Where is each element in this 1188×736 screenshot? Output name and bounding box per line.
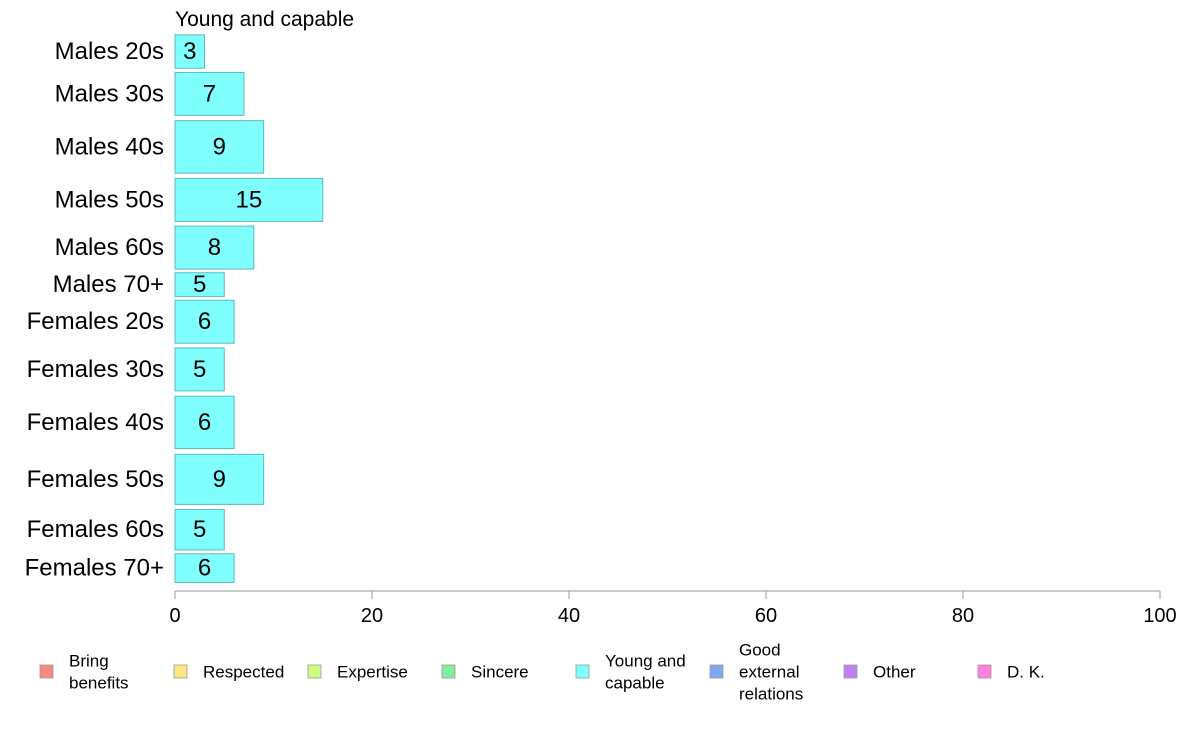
legend-swatch-young-and-capable (575, 664, 590, 679)
bar-males-70 (174, 272, 225, 298)
legend-item-good-external-relations: Good external relations (709, 641, 803, 704)
category-label-males-50s: Males 50s (55, 186, 164, 213)
bar-value-label-males-50s: 15 (236, 186, 263, 213)
x-axis: 0 20 40 60 80 100 (169, 590, 1177, 627)
category-label-males-20s: Males 20s (55, 38, 164, 65)
legend-swatch-expertise (307, 664, 322, 679)
legend-label-good-external-relations: Good external relations (739, 641, 803, 704)
legend-swatch-sincere (441, 664, 456, 679)
legend-item-bring-benefits: Bring benefits (39, 652, 129, 693)
bar-value-label-females-30s: 5 (193, 356, 206, 383)
x-tick-label-0: 0 (169, 605, 180, 627)
bar-males-30s (174, 71, 245, 116)
category-label-males-60s: Males 60s (55, 234, 164, 261)
category-label-males-30s: Males 30s (55, 80, 164, 107)
x-tick-label-20: 20 (361, 605, 383, 627)
bar-value-label-females-60s: 5 (193, 516, 206, 543)
category-label-females-70: Females 70+ (25, 555, 164, 582)
bar-value-label-females-20s: 6 (198, 308, 211, 335)
bar-males-40s (174, 120, 265, 174)
legend-label-sincere: Sincere (471, 663, 529, 682)
legend-label-bring-benefits: Bring benefits (69, 652, 129, 693)
legend-label-other: Other (873, 663, 916, 682)
bar-females-60s (174, 508, 225, 551)
category-label-females-50s: Females 50s (27, 466, 164, 493)
x-tick-label-100: 100 (1143, 605, 1176, 627)
bar-males-50s (174, 177, 324, 222)
legend-item-other: Other (843, 663, 916, 682)
bar-females-70 (174, 553, 235, 583)
category-label-males-40s: Males 40s (55, 133, 164, 160)
category-label-females-30s: Females 30s (27, 356, 164, 383)
bar-females-30s (174, 347, 225, 392)
legend-item-sincere: Sincere (441, 663, 529, 682)
legend-item-expertise: Expertise (307, 663, 408, 682)
x-tick-label-60: 60 (755, 605, 777, 627)
x-tick-label-40: 40 (558, 605, 580, 627)
category-label-females-20s: Females 20s (27, 308, 164, 335)
category-labels: Males 20s Males 30s Males 40s Males 50s Male… (25, 38, 164, 582)
bar-value-label-males-60s: 8 (208, 234, 221, 261)
bar-females-40s (174, 395, 235, 450)
bar-value-label-females-50s: 9 (213, 466, 226, 493)
chart-title: Young and capable (175, 8, 354, 31)
legend-swatch-other (843, 664, 858, 679)
legend-label-respected: Respected (203, 663, 284, 682)
bar-value-label-males-70: 5 (193, 271, 206, 298)
legend-item-d-k: D. K. (977, 663, 1045, 682)
legend-label-d-k: D. K. (1007, 663, 1045, 682)
bar-females-20s (174, 299, 235, 344)
legend-label-expertise: Expertise (337, 663, 408, 682)
legend-item-respected: Respected (173, 663, 284, 682)
legend-swatch-bring-benefits (39, 664, 54, 679)
bar-value-label-males-40s: 9 (213, 133, 226, 160)
category-label-males-70: Males 70+ (53, 271, 164, 298)
bar-value-label-females-40s: 6 (198, 409, 211, 436)
bar-males-60s (174, 225, 255, 270)
category-label-females-40s: Females 40s (27, 409, 164, 436)
bar-value-label-males-30s: 7 (203, 80, 216, 107)
legend-swatch-good-external-relations (709, 664, 724, 679)
x-tick-label-80: 80 (952, 605, 974, 627)
legend-label-young-and-capable: Young and capable (605, 652, 686, 693)
legend-swatch-respected (173, 664, 188, 679)
legend-item-young-and-capable: Young and capable (575, 652, 686, 693)
category-label-females-60s: Females 60s (27, 516, 164, 543)
bar-value-label-females-70: 6 (198, 555, 211, 582)
legend: Bring benefits Respected Expertise Sincere Yo… (39, 641, 1045, 704)
bar-males-20s (174, 34, 206, 69)
legend-swatch-d-k (977, 664, 992, 679)
bar-females-50s (174, 453, 265, 505)
bar-value-label-males-20s: 3 (183, 38, 196, 65)
